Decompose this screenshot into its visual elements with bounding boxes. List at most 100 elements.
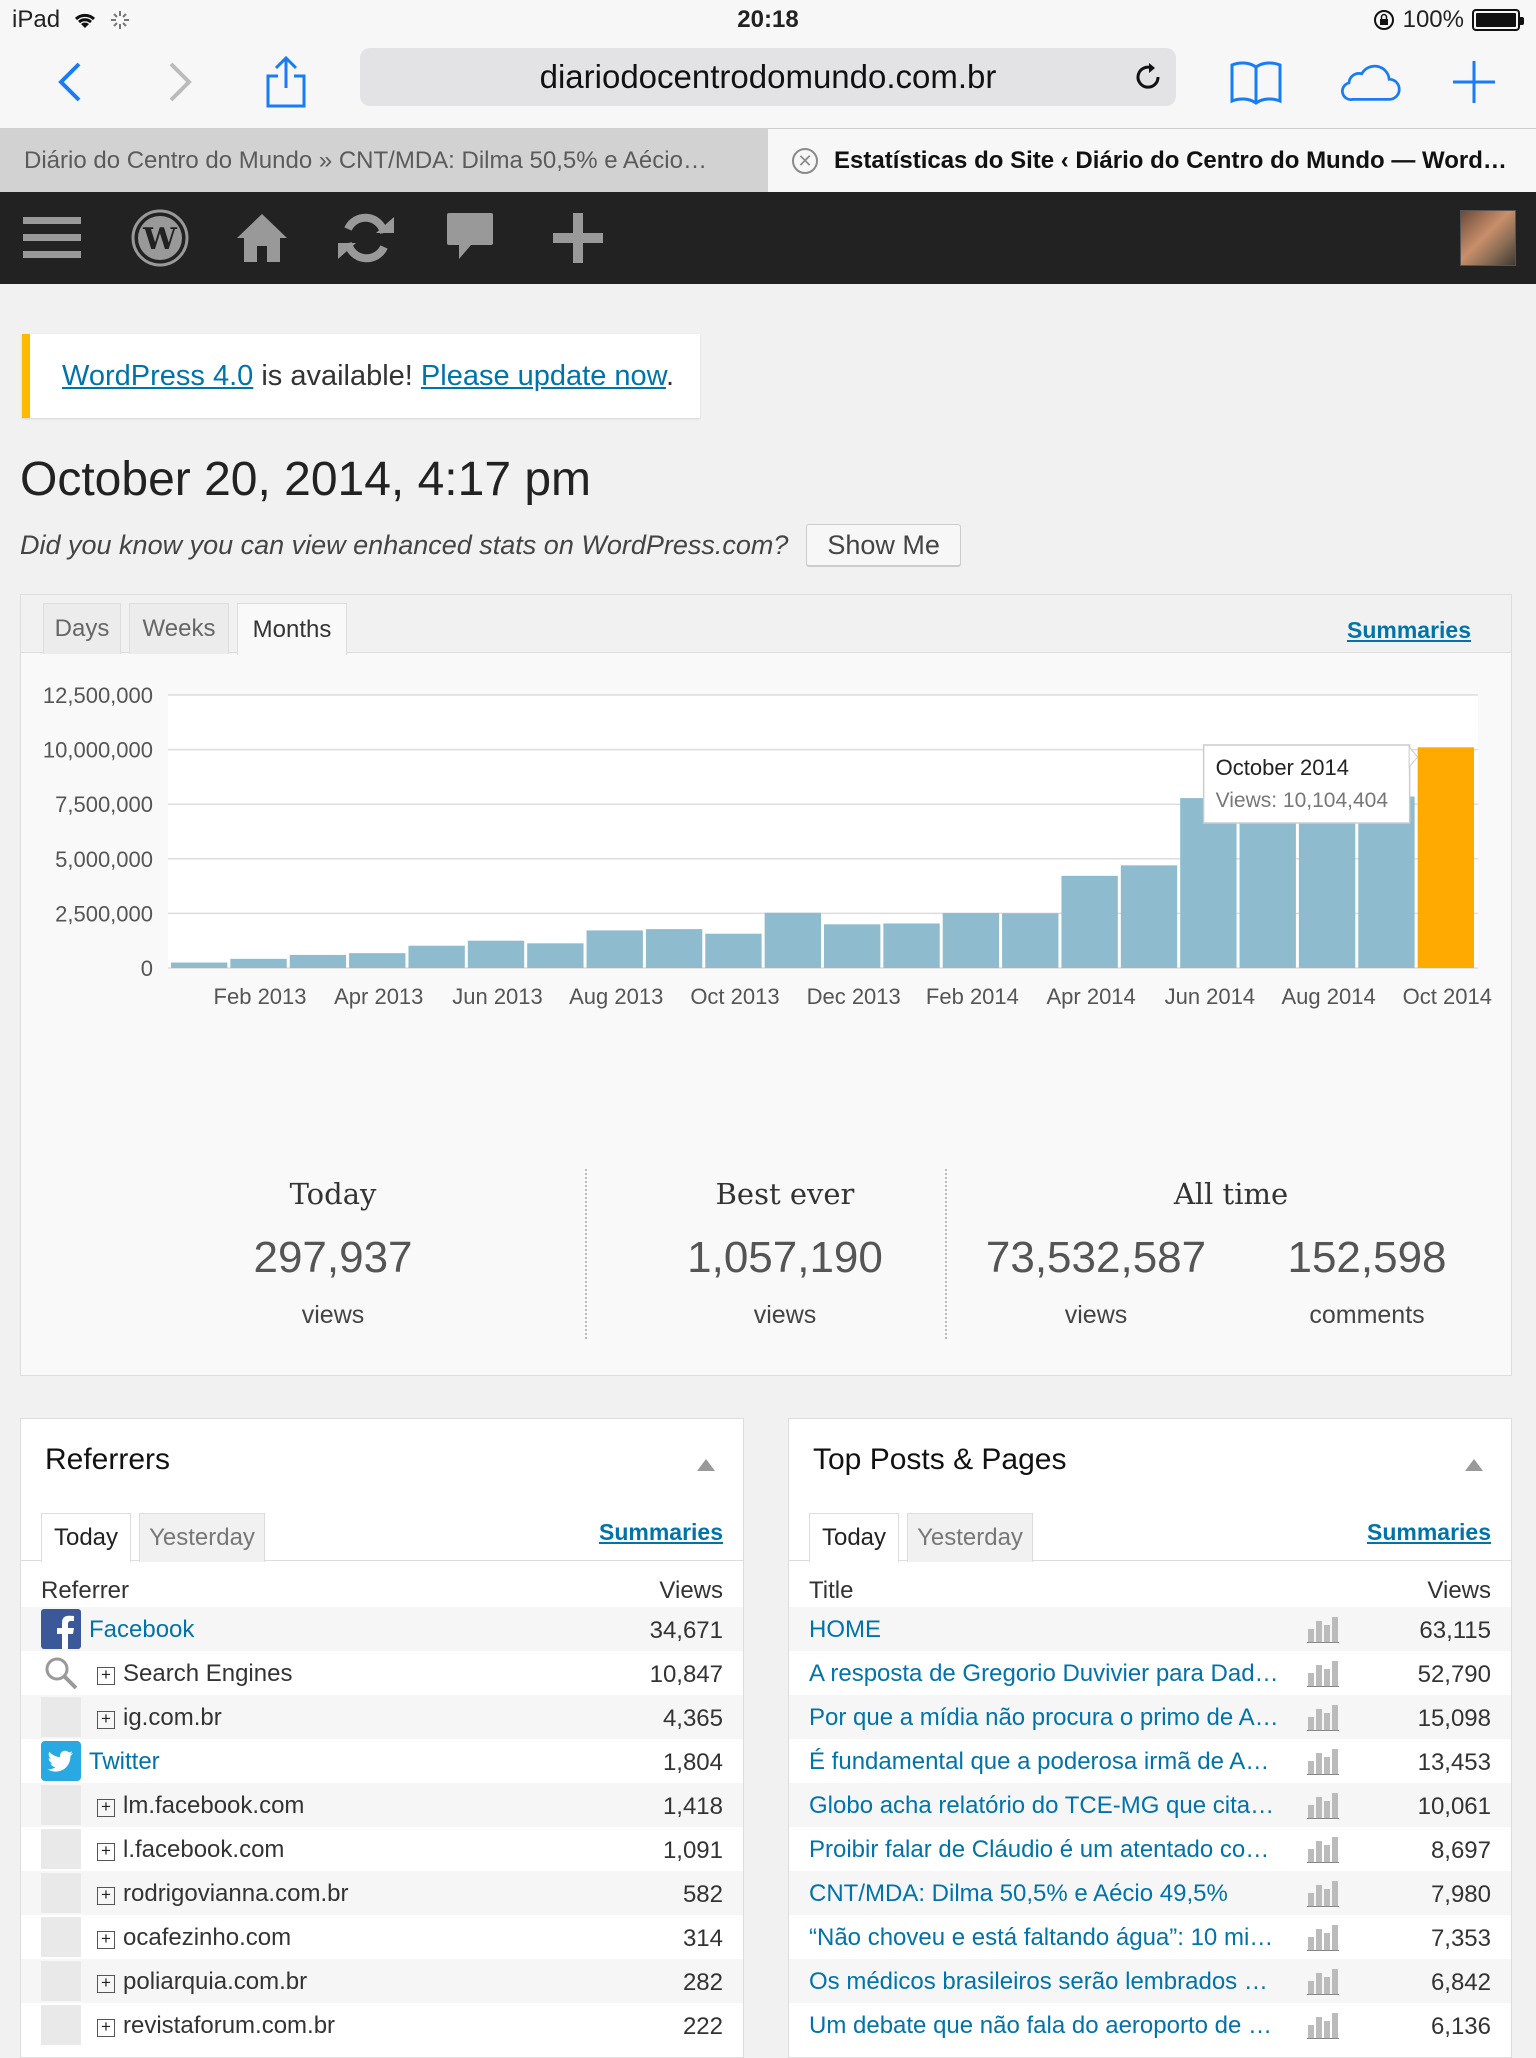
expand-icon[interactable]: + [97,1666,115,1685]
referrer-name[interactable]: Twitter [89,1748,160,1776]
referrers-title: Referrers [45,1443,171,1476]
bar-chart-icon[interactable] [1307,1659,1339,1694]
post-title-link[interactable]: A resposta de Gregorio Duvivier para Dad… [809,1660,1279,1687]
table-row[interactable]: É fundamental que a poderosa irmã de Aé…… [789,1739,1511,1783]
share-button[interactable] [254,50,318,114]
table-row[interactable]: Facebook 34,671 [21,1607,743,1651]
x-tick-label: Apr 2013 [334,984,423,1009]
address-bar[interactable]: diariodocentrodomundo.com.br [360,48,1176,106]
collapse-icon[interactable] [1465,1459,1483,1471]
collapse-icon[interactable] [697,1459,715,1471]
table-row[interactable]: Um debate que não fala do aeroporto de …… [789,2003,1511,2047]
forward-button[interactable] [148,50,212,114]
tab-today[interactable]: Today [41,1513,131,1562]
tab-months[interactable]: Months [237,603,347,655]
favicon-placeholder [41,1873,81,1913]
y-tick-label: 2,500,000 [55,901,153,926]
table-row[interactable]: + revistaforum.com.br 222 [21,2003,743,2047]
post-title-link[interactable]: Proibir falar de Cláudio é um atentado c… [809,1836,1270,1863]
table-row[interactable]: Por que a mídia não procura o primo de A… [789,1695,1511,1739]
device-name: iPad [12,6,61,33]
bar-chart-icon[interactable] [1307,2011,1339,2046]
post-title-link[interactable]: “Não choveu e está faltando água”: 10 mi… [809,1924,1279,1951]
show-me-button[interactable]: Show Me [806,524,961,566]
new-tab-button[interactable] [1442,50,1506,114]
x-tick-label: Aug 2013 [569,984,663,1009]
stat-best-unit: views [753,1301,817,1329]
tab-days[interactable]: Days [43,603,121,654]
table-row[interactable]: Os médicos brasileiros serão lembrados p… [789,1959,1511,2003]
wordpress-button[interactable]: W [128,206,192,270]
updates-button[interactable] [334,206,398,270]
update-now-link[interactable]: Please update now [420,359,667,392]
expand-icon[interactable]: + [97,2018,115,2037]
referrer-views: 1,091 [662,1837,723,1864]
table-row[interactable]: + lm.facebook.com 1,418 [21,1783,743,1827]
post-title-link[interactable]: HOME [809,1616,881,1643]
table-row[interactable]: + Search Engines 10,847 [21,1651,743,1695]
reload-icon[interactable] [1132,61,1164,93]
table-row[interactable]: + rodrigovianna.com.br 582 [21,1871,743,1915]
bar-chart-icon[interactable] [1307,1835,1339,1870]
table-row[interactable]: Twitter 1,804 [21,1739,743,1783]
post-title-link[interactable]: Globo acha relatório do TCE-MG que cita … [809,1792,1279,1819]
expand-icon[interactable]: + [97,1842,115,1861]
battery-icon [1472,9,1524,31]
referrer-name[interactable]: Facebook [89,1616,194,1644]
post-title-link[interactable]: É fundamental que a poderosa irmã de Aé… [809,1748,1279,1775]
bar-chart-icon[interactable] [1307,1747,1339,1782]
table-row[interactable]: Proibir falar de Cláudio é um atentado c… [789,1827,1511,1871]
comments-button[interactable] [438,206,502,270]
bar-chart-icon[interactable] [1307,1967,1339,2002]
back-button[interactable] [38,50,102,114]
new-content-button[interactable] [546,206,610,270]
referrer-label: Twitter [89,1748,160,1775]
browser-tab-2[interactable]: ✕ Estatísticas do Site ‹ Diário do Centr… [768,129,1536,193]
referrer-views: 282 [682,1969,723,1996]
post-title-link[interactable]: Um debate que não fala do aeroporto de … [809,2012,1272,2039]
page-title: October 20, 2014, 4:17 pm [20,453,592,506]
expand-icon[interactable]: + [97,1710,115,1729]
table-row[interactable]: + ig.com.br 4,365 [21,1695,743,1739]
table-row[interactable]: CNT/MDA: Dilma 50,5% e Aécio 49,5% 7,980 [789,1871,1511,1915]
tab-weeks[interactable]: Weeks [129,603,229,654]
chart-bar [883,923,940,968]
expand-icon[interactable]: + [97,1798,115,1817]
table-row[interactable]: + l.facebook.com 1,091 [21,1827,743,1871]
bar-chart-icon[interactable] [1307,1879,1339,1914]
summaries-link[interactable]: Summaries [598,1519,723,1545]
wordpress-version-link[interactable]: WordPress 4.0 [62,359,254,392]
post-title-link[interactable]: Por que a mídia não procura o primo de A… [809,1704,1279,1731]
tab-yesterday[interactable]: Yesterday [907,1513,1033,1562]
table-row[interactable]: HOME 63,115 [789,1607,1511,1651]
tab-yesterday[interactable]: Yesterday [139,1513,265,1562]
icloud-tabs-button[interactable] [1338,50,1402,114]
avatar[interactable] [1460,210,1516,266]
expand-icon[interactable]: + [97,1930,115,1949]
table-row[interactable]: Globo acha relatório do TCE-MG que cita … [789,1783,1511,1827]
post-title-link[interactable]: CNT/MDA: Dilma 50,5% e Aécio 49,5% [809,1880,1228,1907]
table-row[interactable]: A resposta de Gregorio Duvivier para Dad… [789,1651,1511,1695]
table-row[interactable]: + poliarquia.com.br 282 [21,1959,743,2003]
referrer-label: Search Engines [123,1660,293,1687]
bar-chart-icon[interactable] [1307,1923,1339,1958]
expand-icon[interactable]: + [97,1974,115,1993]
bar-chart-icon[interactable] [1307,1791,1339,1826]
table-row[interactable]: + ocafezinho.com 314 [21,1915,743,1959]
close-tab-icon[interactable]: ✕ [792,148,818,174]
bar-chart-icon[interactable] [1307,1703,1339,1738]
browser-tab-1[interactable]: Diário do Centro do Mundo » CNT/MDA: Dil… [0,129,768,193]
post-title-link[interactable]: Os médicos brasileiros serão lembrados p… [809,1968,1279,1995]
chart-bar [1002,913,1059,968]
table-row[interactable]: “Não choveu e está faltando água”: 10 mi… [789,1915,1511,1959]
post-views: 7,353 [1430,1925,1491,1952]
menu-button[interactable] [20,206,84,270]
summaries-link[interactable]: Summaries [1366,1519,1491,1545]
summaries-link[interactable]: Summaries [1346,617,1471,643]
bar-chart-icon[interactable] [1307,1615,1339,1650]
expand-icon[interactable]: + [97,1886,115,1905]
home-button[interactable] [230,206,294,270]
stat-today: Today 297,937 views [153,1177,513,1330]
bookmarks-button[interactable] [1224,50,1288,114]
tab-today[interactable]: Today [809,1513,899,1562]
